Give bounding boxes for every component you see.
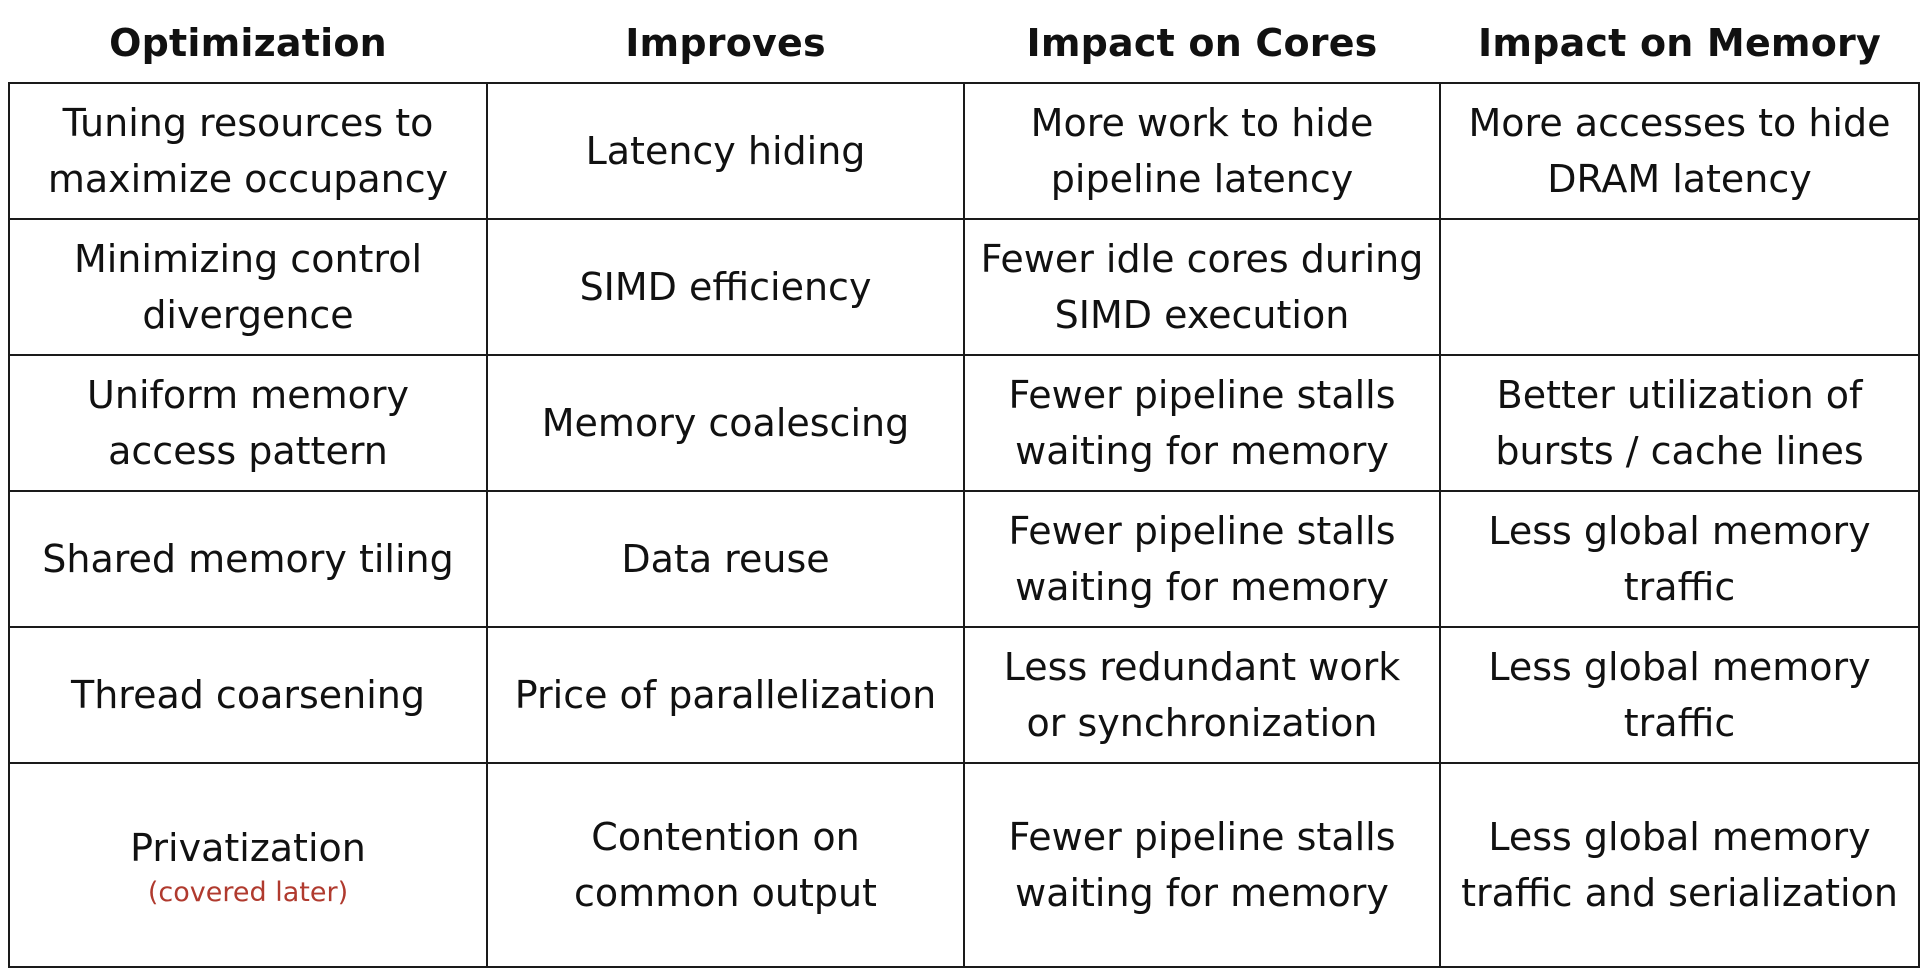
- cell-improves: Price of parallelization: [486, 626, 965, 764]
- cell-impact-on-cores: More work to hide pipeline latency: [963, 82, 1441, 220]
- cell-impact-on-memory: Less global memory traffic and serializa…: [1439, 762, 1920, 968]
- cell-impact-on-cores: Fewer idle cores during SIMD execution: [963, 218, 1441, 356]
- cell-impact-on-memory: Less global memory traffic: [1439, 490, 1920, 628]
- cell-impact-on-cores: Less redundant work or synchronization: [963, 626, 1441, 764]
- header-improves: Improves: [625, 21, 826, 65]
- cell-improves: Latency hiding: [486, 82, 965, 220]
- table-row: Minimizing control divergence SIMD effic…: [8, 218, 1920, 356]
- cell-optimization: Tuning resources to maximize occupancy: [8, 82, 488, 220]
- cell-optimization: Shared memory tiling: [8, 490, 488, 628]
- cell-improves: Contention on common output: [486, 762, 965, 968]
- optimization-table-container: Optimization Improves Impact on Cores Im…: [8, 4, 1920, 968]
- cell-impact-on-cores: Fewer pipeline stalls waiting for memory: [963, 490, 1441, 628]
- cell-optimization: Thread coarsening: [8, 626, 488, 764]
- table-row: Shared memory tiling Data reuse Fewer pi…: [8, 490, 1920, 628]
- cell-improves: Memory coalescing: [486, 354, 965, 492]
- table-row: Thread coarsening Price of parallelizati…: [8, 626, 1920, 764]
- covered-later-note: (covered later): [147, 877, 349, 908]
- table-row: Privatization (covered later) Contention…: [8, 762, 1920, 968]
- cell-improves: SIMD efficiency: [486, 218, 965, 356]
- cell-impact-on-memory: [1439, 218, 1920, 356]
- cell-impact-on-memory: More accesses to hide DRAM latency: [1439, 82, 1920, 220]
- optimization-table: Optimization Improves Impact on Cores Im…: [8, 4, 1920, 968]
- cell-improves: Data reuse: [486, 490, 965, 628]
- cell-impact-on-memory: Less global memory traffic: [1439, 626, 1920, 764]
- header-optimization: Optimization: [109, 21, 387, 65]
- cell-optimization: Minimizing control divergence: [8, 218, 488, 356]
- table-row: Uniform memory access pattern Memory coa…: [8, 354, 1920, 492]
- header-impact-on-memory: Impact on Memory: [1478, 21, 1881, 65]
- cell-impact-on-cores: Fewer pipeline stalls waiting for memory: [963, 354, 1441, 492]
- table-header-row: Optimization Improves Impact on Cores Im…: [9, 4, 1919, 83]
- cell-optimization-label: Privatization: [130, 826, 366, 870]
- cell-optimization: Uniform memory access pattern: [8, 354, 488, 492]
- cell-optimization: Privatization (covered later): [8, 762, 488, 968]
- header-impact-on-cores: Impact on Cores: [1026, 21, 1378, 65]
- table-row: Tuning resources to maximize occupancy L…: [8, 82, 1920, 220]
- cell-impact-on-memory: Better utilization of bursts / cache lin…: [1439, 354, 1920, 492]
- cell-impact-on-cores: Fewer pipeline stalls waiting for memory: [963, 762, 1441, 968]
